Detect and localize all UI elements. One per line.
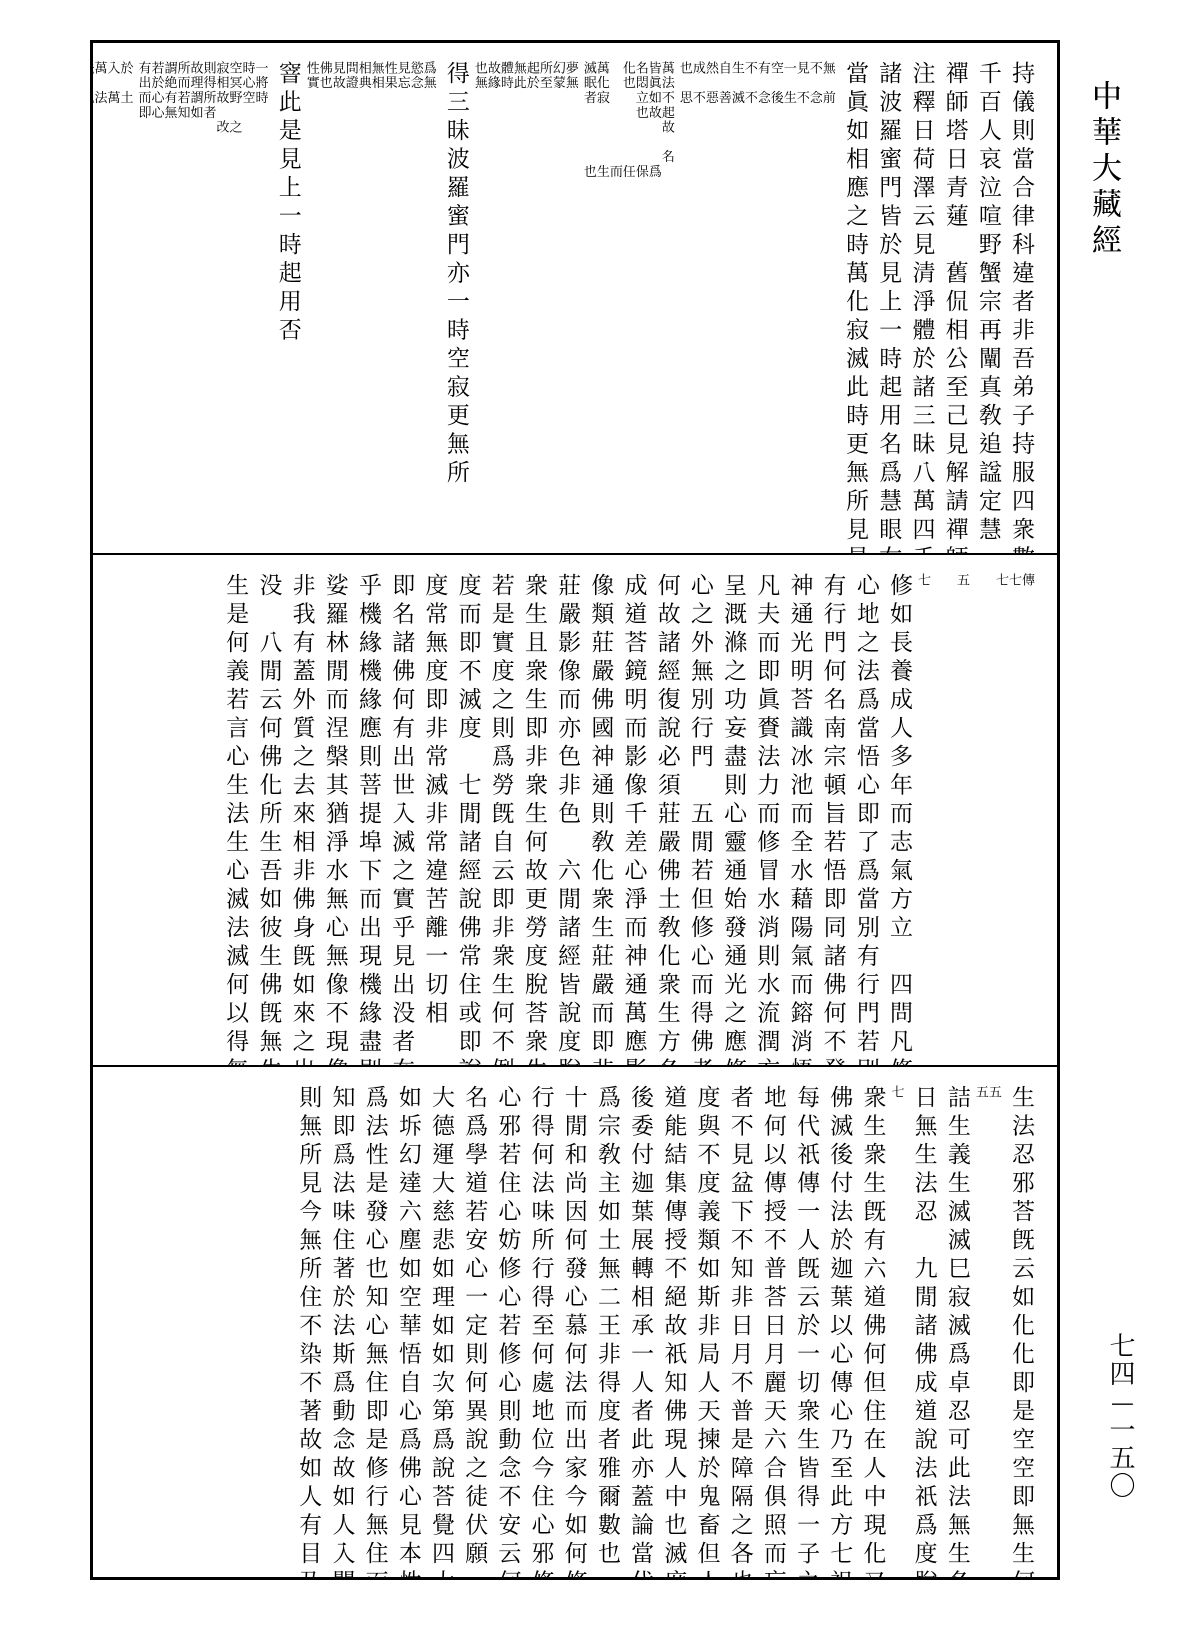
text-column: 成道荅鏡明而影像千差心淨而神通萬應影 bbox=[625, 573, 648, 1051]
text-column: 十閒和尚因何發心慕何法而出家今如何修 bbox=[565, 1085, 588, 1563]
text-column: 非我有蓋外質之去來相非佛身旣如來之出 bbox=[293, 573, 316, 1051]
text-column: 生是何義若言心生法生心滅法滅何以得無 bbox=[226, 573, 249, 1051]
text-column: 爲宗敎主如土無二王非得度者雅爾數也 bbox=[598, 1085, 621, 1563]
text-block-1: 持儀則當合律科違者非吾弟子持服四衆數千百人哀泣喧野蟹宗再闡真敎追諡定慧禪師塔日青… bbox=[93, 43, 1057, 555]
annotation-column: 傳 七 七 五 七 bbox=[918, 573, 1035, 1051]
text-column: 當眞如相應之時萬化寂滅此時更無所見見 bbox=[846, 61, 869, 539]
text-column: 度而即不滅度 七閒諸經說佛常住或即說佛滅 bbox=[459, 573, 482, 1051]
text-column: 莊嚴影像而亦色非色 六閒諸經皆說度脫 bbox=[558, 573, 581, 1051]
text-column: 心邪若住心妨修心若修心則動念不安云何 bbox=[498, 1085, 521, 1563]
annotation-column: 七 bbox=[891, 1085, 904, 1563]
text-column: 道能結集傳授不絕故祇知佛現人中也滅度 bbox=[664, 1085, 687, 1563]
text-column: 凡夫而即眞賚法力而修冒水消則水流潤方 bbox=[757, 573, 780, 1051]
text-column: 乎機緣機緣應則菩提埠下而出現機緣盡則 bbox=[359, 573, 382, 1051]
annotation-column: 無 前 不 念 見 不 一 生 空 後 有 念 不 不 生 滅 自 善 然 惡 … bbox=[680, 61, 836, 539]
text-column: 諸波羅蜜門皆於見上一時起用名爲慧眼右 bbox=[879, 61, 902, 539]
text-column: 生法忍邪荅旣云如化化即是空空即無生何 bbox=[1012, 1085, 1035, 1563]
text-column: 神通光明荅識冰池而全水藉陽氣而鎔消悟 bbox=[790, 573, 813, 1051]
text-column: 即名諸佛何有出世入滅之實乎見出没者在 bbox=[392, 573, 415, 1051]
text-column: 每代祇傳一人旣云於一切衆生皆得一子之 bbox=[797, 1085, 820, 1563]
text-column: 後委付迦葉展轉相承一人者此亦蓋論當代 bbox=[631, 1085, 654, 1563]
text-column: 修如長養成人多年而志氣方立 四問凡修 bbox=[890, 573, 913, 1051]
text-column: 有行門何名南宗頓旨若悟即同諸佛何不發 bbox=[824, 573, 847, 1051]
text-column: 度常無度即非常滅非常違苦離一切相 bbox=[425, 573, 448, 1051]
text-column: 持儀則當合律科違者非吾弟子持服四衆數 bbox=[1012, 61, 1035, 539]
text-column: 心之外無別行門 五閒若但修心而得佛者 bbox=[691, 573, 714, 1051]
text-column: 行得何法味所行得至何處地位今住心邪修 bbox=[532, 1085, 555, 1563]
text-column: 名爲學道若安心一定則何異說之徒伏願 bbox=[465, 1085, 488, 1563]
text-column: 知即爲法味住著於法斯爲動念故如人入闇 bbox=[332, 1085, 355, 1563]
page-number: 七四—一五〇 bbox=[1104, 1332, 1141, 1500]
text-column: 者不見盆下不知非日月不普是障隔之各也 bbox=[731, 1085, 754, 1563]
text-column: 爲法性是發心也知心無住即是修行無住而 bbox=[366, 1085, 389, 1563]
text-column: 日無生法忍 九閒諸佛成道說法祇爲度脫 bbox=[915, 1085, 938, 1563]
text-column: 没 八閒云何佛化所生吾如彼生佛旣無生 bbox=[259, 573, 282, 1051]
text-column: 注釋日荷澤云見清淨體於諸三昧八萬四千 bbox=[912, 61, 935, 539]
text-column: 何故諸經復說必須莊嚴佛土敎化衆生方名 bbox=[658, 573, 681, 1051]
text-column: 呈溉滌之功妄盡則心靈通始發通光之應修 bbox=[724, 573, 747, 1051]
text-column: 像類莊嚴佛國神通則敎化衆生莊嚴而即非 bbox=[591, 573, 614, 1051]
text-column: 窨此是見上一時起用否 bbox=[279, 61, 302, 539]
annotation-column: 爲無 慾念 見忘 性果 無相 相典 問證 見故 佛也 性實 bbox=[307, 61, 437, 539]
annotation-column: 五 五 bbox=[976, 1085, 1002, 1563]
text-column: 衆生衆生旣有六道佛何但住在人中現化又 bbox=[863, 1085, 886, 1563]
text-block-3: 生法忍邪荅旣云如化化即是空空即無生何五 五詰生義生滅滅巳寂滅爲卓忍可此法無生名日… bbox=[93, 1067, 1057, 1577]
text-column: 地何以傳授不普荅日月麗天六合俱照而盲 bbox=[764, 1085, 787, 1563]
text-column: 度與不度義類如斯非局人天揀於鬼畜但人 bbox=[698, 1085, 721, 1563]
annotation-column: 萬法不起故 名 皆眞如故 爲 名悶立也 保 化也 任 而 萬化寂 生 滅眠者 也 bbox=[584, 61, 675, 539]
text-column: 得三昧波羅蜜門亦一時空寂更無所 bbox=[447, 61, 470, 539]
text-column: 衆生且衆生即非衆生何故更勞度脫荅衆生 bbox=[525, 573, 548, 1051]
annotation-column: 一將時 時心空 空冥野 之 寂相故 改 則得所者 故理謂如 所而若知 謂絶有無 … bbox=[139, 61, 269, 539]
text-column: 佛滅後付法於迦葉以心傳心乃至此方七祖 bbox=[830, 1085, 853, 1563]
text-block-2: 傳 七 七 五 七修如長養成人多年而志氣方立 四問凡修心地之法爲當悟心即了爲當別… bbox=[93, 555, 1057, 1067]
annotation-column: 於 土 入 萬 萬 法 法 凡 門 一 一 用 見 故 清 門 淨 一 爾 法 … bbox=[93, 61, 134, 539]
text-column: 大德運大慈悲如理如如次第爲說荅覺四大 bbox=[432, 1085, 455, 1563]
text-column: 禪師塔日青蓮 舊侃相公至己見解請禪師 bbox=[946, 61, 969, 539]
content-frame: 持儀則當合律科違者非吾弟子持服四衆數千百人哀泣喧野蟹宗再闡真敎追諡定慧禪師塔日青… bbox=[90, 40, 1060, 1580]
text-column: 如坼幻達六塵如空華悟自心爲佛心見本性 bbox=[399, 1085, 422, 1563]
text-column: 千百人哀泣喧野蟹宗再闡真敎追諡定慧 bbox=[979, 61, 1002, 539]
book-title: 中華大藏經 bbox=[1085, 80, 1129, 260]
text-column: 詰生義生滅滅巳寂滅爲卓忍可此法無生名 bbox=[948, 1085, 971, 1563]
text-column: 娑羅林閒而涅槃其猶淨水無心無像不現像 bbox=[326, 573, 349, 1051]
text-column: 心地之法爲當悟心即了爲當別有行門若別 bbox=[857, 573, 880, 1051]
text-column: 則無所見今無所住不染不著故如人有目及 bbox=[299, 1085, 322, 1563]
annotation-column: 夢無 幻蒙 所至 起於 無此 體時 故緣 也無 bbox=[475, 61, 579, 539]
text-column: 若是實度之則爲勞旣自云即非衆生何不例 bbox=[492, 573, 515, 1051]
